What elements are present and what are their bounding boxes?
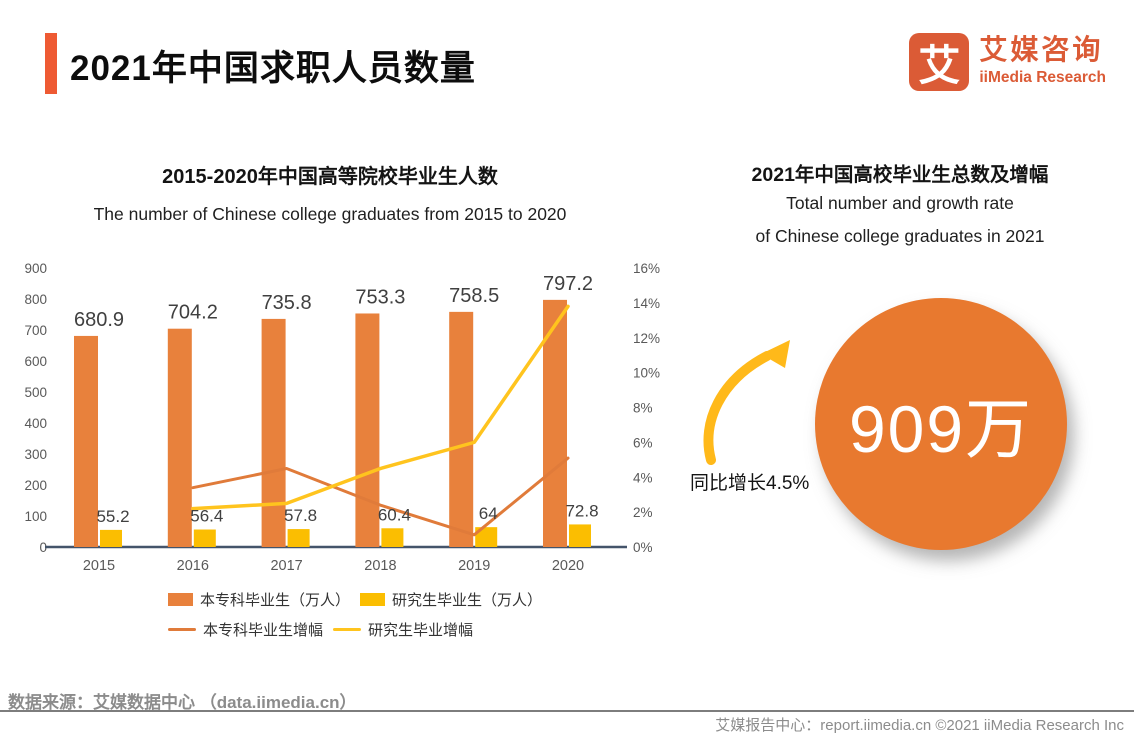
svg-text:12%: 12% <box>633 331 660 346</box>
svg-text:14%: 14% <box>633 296 660 311</box>
svg-text:700: 700 <box>24 323 47 338</box>
svg-text:2017: 2017 <box>270 558 302 574</box>
svg-text:500: 500 <box>24 385 47 400</box>
legend-item-undergrad-line: 本专科毕业生增幅 <box>168 619 323 640</box>
page-title: 2021年中国求职人员数量 <box>70 49 476 88</box>
legend-label: 本专科毕业生（万人） <box>200 592 351 609</box>
svg-text:900: 900 <box>24 261 47 276</box>
svg-text:300: 300 <box>24 447 47 462</box>
logo-name-en: iiMedia Research <box>979 68 1106 86</box>
right-panel-title-cn: 2021年中国高校毕业生总数及增幅 <box>751 164 1049 186</box>
svg-text:100: 100 <box>24 509 47 524</box>
iimedia-logo-icon: 艾 <box>909 33 970 91</box>
footer-divider <box>0 710 1134 712</box>
yellow-line-swatch-icon <box>333 627 362 632</box>
svg-text:72.8: 72.8 <box>565 501 598 520</box>
svg-text:2019: 2019 <box>458 558 490 574</box>
svg-text:2018: 2018 <box>364 558 396 574</box>
legend-row-lines: 本专科毕业生增幅 研究生毕业增幅 <box>168 619 542 640</box>
report-center-text: 艾媒报告中心：report.iimedia.cn ©2021 iiMedia R… <box>715 717 1124 734</box>
right-panel-title-en-line2: of Chinese college graduates in 2021 <box>755 226 1045 246</box>
svg-text:2015: 2015 <box>83 558 115 574</box>
logo-name-cn: 艾媒咨询 <box>979 34 1104 65</box>
svg-text:56.4: 56.4 <box>190 507 223 526</box>
svg-text:2016: 2016 <box>177 558 209 574</box>
left-chart-title-en: The number of Chinese college graduates … <box>93 204 567 224</box>
chart-legend: 本专科毕业生（万人） 研究生毕业生（万人） 本专科毕业生增幅 研究生毕业增幅 <box>168 589 542 649</box>
svg-text:6%: 6% <box>633 435 653 450</box>
svg-text:200: 200 <box>24 478 47 493</box>
svg-text:16%: 16% <box>633 261 660 276</box>
svg-text:8%: 8% <box>633 401 653 416</box>
svg-text:60.4: 60.4 <box>378 505 411 524</box>
svg-text:800: 800 <box>24 292 47 307</box>
legend-item-postgrad-bar: 研究生毕业生（万人） <box>360 589 542 610</box>
logo-text: 艾媒咨询 iiMedia Research <box>979 33 1106 87</box>
data-source-text: 数据来源：艾媒数据中心 （data.iimedia.cn） <box>8 693 357 712</box>
svg-text:64: 64 <box>479 504 498 523</box>
yellow-bar-swatch-icon <box>360 593 386 606</box>
total-graduates-value: 909万 <box>848 392 1034 466</box>
logo: 艾 艾媒咨询 iiMedia Research <box>909 33 1106 91</box>
growth-rate-label: 同比增长4.5% <box>690 473 810 494</box>
svg-text:704.2: 704.2 <box>168 302 218 324</box>
svg-text:758.5: 758.5 <box>449 285 499 307</box>
svg-text:10%: 10% <box>633 366 660 381</box>
svg-text:0: 0 <box>39 540 47 555</box>
svg-text:2%: 2% <box>633 505 653 520</box>
svg-text:680.9: 680.9 <box>74 309 124 331</box>
svg-text:2020: 2020 <box>552 558 584 574</box>
right-panel-title-en-line1: Total number and growth rate <box>786 193 1014 213</box>
legend-label: 研究生毕业增幅 <box>368 622 474 639</box>
left-chart-title-cn: 2015-2020年中国高等院校毕业生人数 <box>162 166 498 188</box>
svg-text:400: 400 <box>24 416 47 431</box>
legend-item-postgrad-line: 研究生毕业增幅 <box>333 619 473 640</box>
svg-text:55.2: 55.2 <box>96 507 129 526</box>
total-graduates-circle: 909万 <box>815 298 1067 550</box>
svg-text:753.3: 753.3 <box>355 286 405 308</box>
svg-text:0%: 0% <box>633 540 653 555</box>
svg-text:4%: 4% <box>633 470 653 485</box>
svg-text:797.2: 797.2 <box>543 273 593 295</box>
combo-chart-svg: 0 100 200 300 400 500 600 700 800 900 0% 2% 4% 6% 8% 10… <box>24 261 660 574</box>
svg-text:57.8: 57.8 <box>284 506 317 525</box>
legend-label: 本专科毕业生增幅 <box>203 622 324 639</box>
title-accent-bar <box>45 33 57 94</box>
svg-text:600: 600 <box>24 354 47 369</box>
legend-label: 研究生毕业生（万人） <box>392 592 543 609</box>
legend-row-bars: 本专科毕业生（万人） 研究生毕业生（万人） <box>168 589 542 610</box>
legend-item-undergrad-bar: 本专科毕业生（万人） <box>168 589 350 610</box>
orange-bar-swatch-icon <box>168 593 193 606</box>
orange-line-swatch-icon <box>168 627 196 632</box>
growth-arrow-icon <box>703 340 790 465</box>
svg-text:735.8: 735.8 <box>262 292 312 314</box>
